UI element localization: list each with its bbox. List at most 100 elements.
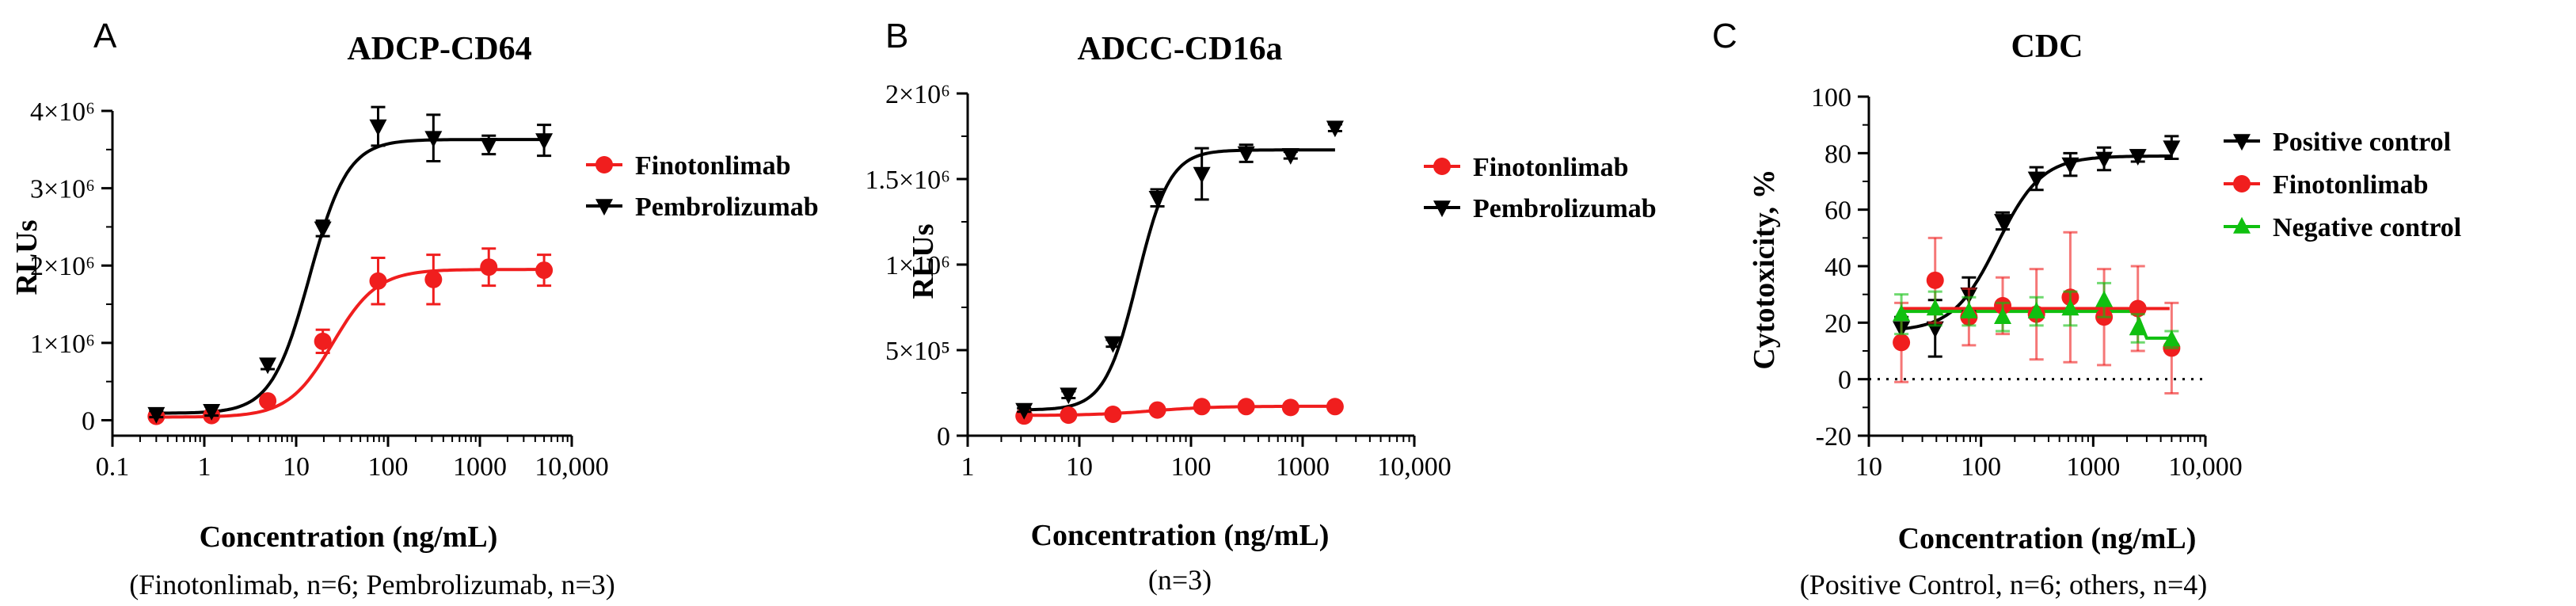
panel-a-x-tick-label: 10: [283, 452, 310, 482]
panel-c-negative-control-data-point: [1960, 301, 1978, 318]
panel-a-finotonlimab-data-point: [314, 332, 332, 350]
panel-a-x-tick-label: 1000: [453, 452, 507, 482]
panel-a-y-tick-label: 3×10⁶: [30, 175, 95, 204]
panel-b-adcc-cd16a: B ADCC-CD16a Concentration (ng/mL) RLUs …: [865, 17, 1656, 596]
panel-c-negative-control-data-point: [2163, 330, 2181, 347]
panel-b-finotonlimab-data-point: [1193, 398, 1211, 416]
panel-a-letter: A: [93, 17, 117, 55]
panel-b-x-tick-label: 100: [1171, 452, 1212, 482]
panel-c-x-tick-label: 100: [1961, 452, 2001, 482]
panel-c-finotonlimab-data-point: [2129, 299, 2147, 318]
panel-c-cdc: C CDC Concentration (ng/mL) Cytotoxicity…: [1712, 17, 2461, 600]
panel-b-pembrolizumab-data-point: [1193, 166, 1211, 184]
panel-c-x-tick-label: 10,000: [2168, 452, 2243, 482]
panel-a-finotonlimab-data-point: [369, 272, 387, 290]
panel-a-pembrolizumab-fit-curve: [156, 138, 545, 415]
panel-c-caption: (Positive Control, n=6; others, n=4): [1800, 569, 2208, 600]
panel-c-legend-positive-control-marker: [2233, 134, 2251, 151]
panel-b-x-axis-label: Concentration (ng/mL): [1031, 519, 1330, 552]
panel-c-x-tick-label: 10: [1855, 452, 1882, 482]
panel-b-pembrolizumab-data-point: [1237, 146, 1255, 163]
panel-a-axes: 0.1 1 10 100 1000 10,000 0 1×10⁶ 2×10⁶ 3×10⁶ 4×10⁶: [30, 97, 609, 482]
panel-a-x-tick-label: 0.1: [96, 452, 130, 482]
panel-c-y-tick-label: 60: [1825, 196, 1851, 226]
panel-c-finotonlimab-data-point: [1893, 333, 1911, 352]
panel-b-finotonlimab-data-point: [1148, 401, 1166, 419]
panel-c-title: CDC: [2011, 29, 2083, 65]
panel-b-legend: Finotonlimab Pembrolizumab: [1424, 153, 1657, 223]
panel-a-pembrolizumab-data-point: [535, 133, 554, 151]
panel-a-pembrolizumab-data-point: [259, 357, 277, 375]
panel-b-finotonlimab-data-point: [1237, 398, 1255, 416]
panel-c-y-tick-label: -20: [1816, 422, 1851, 452]
panel-b-y-tick-label: 1×10⁶: [885, 251, 950, 280]
panel-a-pembrolizumab-data-point: [203, 403, 221, 421]
panel-a-caption: (Finotonlimab, n=6; Pembrolizumab, n=3): [129, 569, 615, 600]
panel-a-legend-pembrolizumab-label: Pembrolizumab: [635, 192, 819, 222]
panel-b-y-tick-label: 0: [937, 422, 950, 452]
panel-c-positive-control-data-point: [2061, 157, 2079, 174]
panel-a-legend-finotonlimab-label: Finotonlimab: [635, 151, 790, 181]
panel-b-finotonlimab-data-point: [1104, 406, 1122, 423]
panel-c-axes: 10 100 1000 10,000 -20 0 20 40 60 80 100: [1811, 83, 2243, 482]
panel-b-y-axis-label: RLUs: [907, 223, 940, 299]
panel-a-curves: [156, 138, 545, 419]
panel-c-positive-control-data-point: [2163, 140, 2181, 158]
panel-b-legend-pembrolizumab-label: Pembrolizumab: [1473, 194, 1657, 223]
panel-c-negative-control-data-point: [2095, 290, 2114, 307]
panel-b-pembrolizumab-data-point: [1015, 402, 1033, 420]
panel-b-finotonlimab-data-point: [1281, 398, 1299, 417]
panel-c-negative-control-fit-curve: [1901, 310, 2172, 340]
panel-a-y-tick-label: 2×10⁶: [30, 252, 95, 281]
panel-a-x-tick-label: 10,000: [535, 452, 609, 482]
panel-c-x-tick-label: 1000: [2066, 452, 2120, 482]
panel-c-y-tick-label: 0: [1838, 366, 1851, 395]
panel-b-x-tick-label: 10: [1066, 452, 1093, 482]
panel-b-pembrolizumab-data-point: [1281, 147, 1299, 165]
panel-c-legend-positive-control-label: Positive control: [2273, 128, 2451, 157]
panel-b-legend-finotonlimab-label: Finotonlimab: [1473, 153, 1628, 182]
panel-c-finotonlimab-data-point: [1926, 271, 1944, 289]
panel-b-y-tick-label: 5×10⁵: [885, 337, 950, 366]
panel-c-positive-control-data-point: [2095, 151, 2114, 169]
panel-c-x-axis-label: Concentration (ng/mL): [1898, 522, 2197, 555]
panel-c-legend-finotonlimab-label: Finotonlimab: [2273, 170, 2428, 200]
panel-c-y-tick-label: 40: [1825, 253, 1851, 282]
panel-c-y-axis-label: Cytotoxicity, %: [1748, 169, 1781, 369]
panel-b-pembrolizumab-data-point: [1104, 336, 1122, 353]
panel-b-pembrolizumab-data-point: [1148, 190, 1166, 208]
panel-c-negative-control-data-point: [2061, 299, 2079, 316]
panel-b-pembrolizumab-data-point: [1060, 387, 1078, 405]
panel-b-title: ADCC-CD16a: [1078, 31, 1283, 67]
panel-a-x-tick-label: 100: [368, 452, 409, 482]
panel-a-legend-pembrolizumab-marker: [595, 199, 613, 216]
panel-c-negative-control-data-point: [2027, 301, 2045, 318]
panel-c-negative-control-data-point: [2129, 318, 2147, 336]
panel-a-pembrolizumab-data-point: [424, 131, 443, 148]
panel-c-positive-control-data-point: [2129, 149, 2147, 166]
panel-a-finotonlimab-fit-curve: [156, 268, 545, 419]
panel-a-x-tick-label: 1: [198, 452, 211, 482]
panel-c-positive-control-data-point: [2027, 171, 2045, 189]
panel-a-y-axis-label: RLUs: [10, 219, 44, 295]
panel-b-curves: [1024, 148, 1335, 417]
panel-a-y-tick-label: 0: [82, 406, 95, 436]
panel-c-legend: Positive control Finotonlimab Negative con…: [2224, 128, 2461, 242]
panel-c-negative-control-data-point: [1893, 304, 1911, 322]
panel-b-y-tick-label: 1.5×10⁶: [865, 166, 950, 195]
panel-b-finotonlimab-data-point: [1326, 398, 1344, 416]
panel-b-x-tick-label: 1000: [1276, 452, 1330, 482]
panel-a-marks: [147, 105, 554, 425]
panel-a-legend-finotonlimab-marker: [595, 156, 613, 173]
panel-b-caption: (n=3): [1148, 564, 1212, 596]
panel-c-marks: [1893, 135, 2181, 394]
panel-a-y-tick-label: 4×10⁶: [30, 97, 95, 127]
panel-c-legend-negative-control-marker: [2233, 216, 2251, 234]
panel-b-pembrolizumab-fit-curve: [1024, 148, 1335, 412]
panel-a-finotonlimab-data-point: [480, 258, 498, 276]
panel-a-adcp-cd64: A ADCP-CD64 Concentration (ng/mL) RLUs (…: [10, 17, 819, 600]
panel-c-negative-control-data-point: [1926, 299, 1944, 316]
panel-b-y-tick-label: 2×10⁶: [885, 80, 950, 109]
panel-b-legend-pembrolizumab-marker: [1433, 200, 1451, 218]
